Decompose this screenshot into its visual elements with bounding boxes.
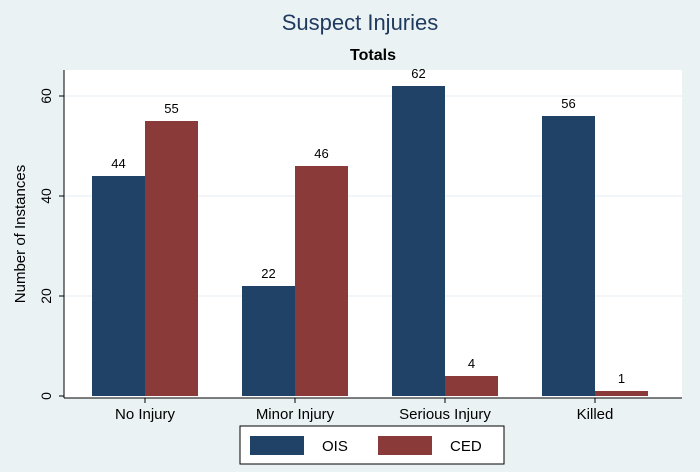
value-label: 56 — [561, 96, 575, 111]
x-tick-label: Killed — [577, 406, 614, 423]
y-ticks: 0 20 40 60 — [38, 88, 64, 400]
legend-label-ois: OIS — [322, 438, 348, 455]
bar-ois-2 — [392, 86, 445, 396]
value-label: 46 — [314, 146, 328, 161]
bar-ced-3 — [595, 391, 648, 396]
chart-subtitle: Totals — [350, 47, 396, 64]
y-tick-label: 40 — [38, 188, 54, 204]
value-labels: 44 55 22 46 62 4 56 1 — [111, 66, 625, 386]
x-tick-label: Minor Injury — [256, 406, 335, 423]
legend-swatch-ced — [378, 436, 432, 455]
legend: OIS CED — [239, 425, 505, 465]
bars — [92, 86, 648, 396]
value-label: 62 — [411, 66, 425, 81]
legend-box — [239, 425, 505, 465]
y-tick-label: 60 — [38, 88, 54, 104]
legend-label-ced: CED — [450, 438, 482, 455]
y-tick-label: 20 — [38, 288, 54, 304]
x-tick-label: Serious Injury — [399, 406, 491, 423]
chart-title: Suspect Injuries — [282, 10, 439, 35]
y-tick-label: 0 — [38, 392, 54, 400]
legend-swatch-ois — [250, 436, 304, 455]
value-label: 4 — [468, 356, 475, 371]
bar-ced-2 — [445, 376, 498, 396]
value-label: 22 — [261, 266, 275, 281]
bar-ced-1 — [295, 166, 348, 396]
x-ticks: No Injury Minor Injury Serious Injury Kille… — [115, 398, 613, 423]
bar-ois-1 — [242, 286, 295, 396]
value-label: 55 — [164, 101, 178, 116]
bar-ois-0 — [92, 176, 145, 396]
value-label: 44 — [111, 156, 125, 171]
bar-ced-0 — [145, 121, 198, 396]
x-tick-label: No Injury — [115, 406, 176, 423]
value-label: 1 — [618, 371, 625, 386]
y-axis-label: Number of Instances — [12, 165, 29, 303]
bar-ois-3 — [542, 116, 595, 396]
